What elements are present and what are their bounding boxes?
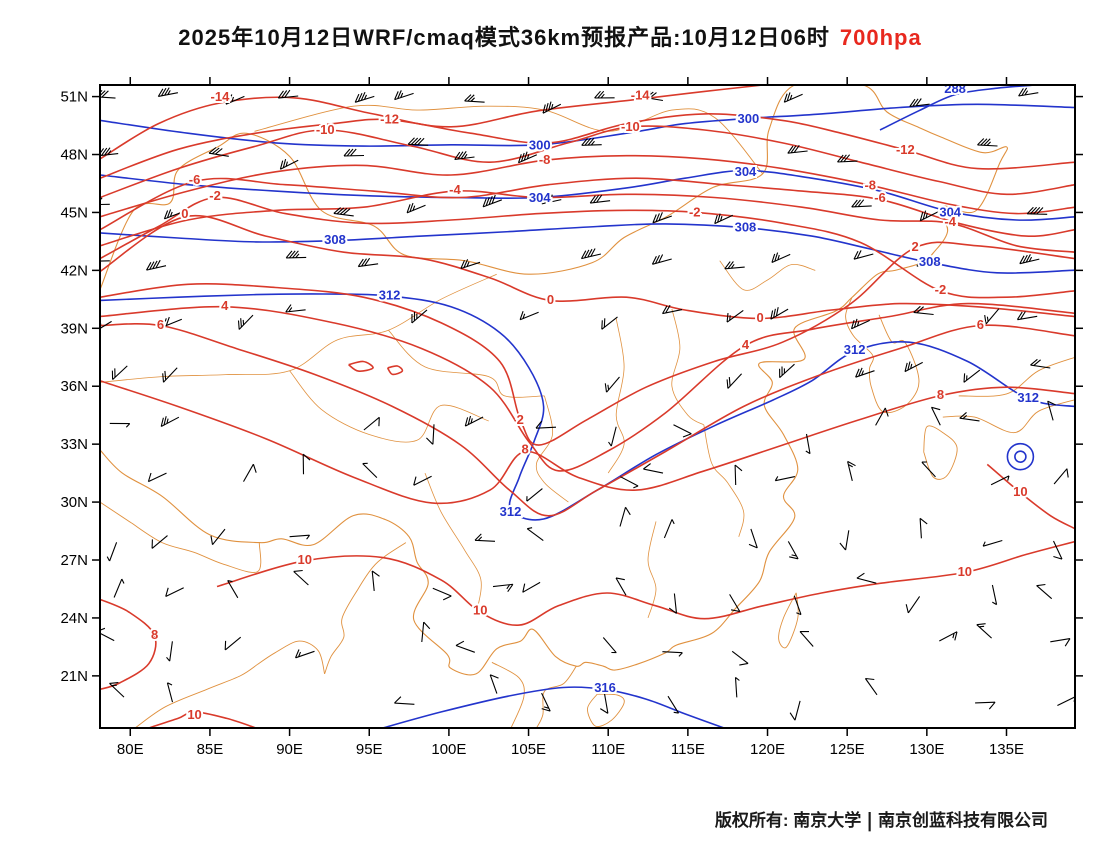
svg-text:10: 10 xyxy=(1013,484,1027,499)
svg-text:24N: 24N xyxy=(60,610,88,627)
svg-text:-2: -2 xyxy=(689,204,701,219)
svg-text:95E: 95E xyxy=(356,741,383,758)
contour-labels: 2883003003043043043083083083123123123123… xyxy=(149,81,1041,724)
svg-text:288: 288 xyxy=(944,81,966,96)
svg-text:10: 10 xyxy=(958,564,972,579)
title-main: 2025年10月12日WRF/cmaq模式36km预报产品:10月12日06时 xyxy=(178,25,830,50)
svg-text:304: 304 xyxy=(529,190,551,205)
svg-text:312: 312 xyxy=(844,342,866,357)
svg-text:-2: -2 xyxy=(935,282,947,297)
svg-text:10: 10 xyxy=(298,552,312,567)
svg-text:100E: 100E xyxy=(431,741,466,758)
temperature-contours xyxy=(100,85,1075,728)
svg-text:-14: -14 xyxy=(631,87,651,102)
svg-text:-14: -14 xyxy=(211,89,231,104)
svg-text:105E: 105E xyxy=(511,741,546,758)
svg-text:-2: -2 xyxy=(209,188,221,203)
svg-text:304: 304 xyxy=(939,204,961,219)
svg-text:85E: 85E xyxy=(197,741,224,758)
copyright-company: 南京创蓝科技有限公司 xyxy=(878,811,1048,830)
svg-text:-12: -12 xyxy=(896,142,915,157)
svg-text:300: 300 xyxy=(738,111,760,126)
svg-text:308: 308 xyxy=(919,254,941,269)
svg-text:36N: 36N xyxy=(60,378,88,395)
svg-text:120E: 120E xyxy=(750,741,785,758)
svg-text:-12: -12 xyxy=(380,112,399,127)
svg-text:0: 0 xyxy=(547,292,554,307)
svg-text:90E: 90E xyxy=(276,741,303,758)
copyright-footer: 版权所有: 南京大学 | 南京创蓝科技有限公司 xyxy=(714,806,1048,832)
svg-text:308: 308 xyxy=(735,220,757,235)
svg-text:308: 308 xyxy=(324,232,346,247)
svg-text:-10: -10 xyxy=(621,119,640,134)
svg-text:48N: 48N xyxy=(60,147,88,164)
svg-text:304: 304 xyxy=(735,164,757,179)
svg-text:8: 8 xyxy=(521,442,528,457)
svg-text:-4: -4 xyxy=(449,182,461,197)
svg-text:130E: 130E xyxy=(909,741,944,758)
svg-text:39N: 39N xyxy=(60,320,88,337)
svg-text:0: 0 xyxy=(756,310,763,325)
footer-separator: | xyxy=(867,809,872,832)
svg-text:21N: 21N xyxy=(60,668,88,685)
svg-text:10: 10 xyxy=(473,602,487,617)
svg-text:-8: -8 xyxy=(864,177,876,192)
copyright-owner: 版权所有: 南京大学 xyxy=(714,811,862,830)
svg-text:110E: 110E xyxy=(591,741,625,758)
svg-text:300: 300 xyxy=(529,137,551,152)
svg-text:115E: 115E xyxy=(671,741,705,758)
svg-text:42N: 42N xyxy=(60,262,88,279)
wind-barbs xyxy=(100,87,1075,721)
svg-text:-6: -6 xyxy=(874,190,886,205)
title-pressure-level: 700hpa xyxy=(839,25,922,50)
svg-text:6: 6 xyxy=(977,317,984,332)
svg-text:312: 312 xyxy=(500,504,522,519)
svg-text:0: 0 xyxy=(181,206,188,221)
svg-text:4: 4 xyxy=(742,337,750,352)
svg-text:-10: -10 xyxy=(316,122,335,137)
svg-text:80E: 80E xyxy=(117,741,144,758)
svg-text:30N: 30N xyxy=(60,494,88,511)
svg-text:6: 6 xyxy=(157,317,164,332)
svg-text:-4: -4 xyxy=(944,214,956,229)
svg-text:8: 8 xyxy=(151,627,158,642)
svg-text:312: 312 xyxy=(1017,390,1039,405)
svg-text:4: 4 xyxy=(221,298,229,313)
page-title: 2025年10月12日WRF/cmaq模式36km预报产品:10月12日06时 7… xyxy=(0,20,1100,52)
svg-text:316: 316 xyxy=(594,680,616,695)
svg-text:2: 2 xyxy=(517,412,524,427)
map-layers: 2883003003043043043083083083123123123123… xyxy=(100,81,1075,728)
svg-text:10: 10 xyxy=(187,707,201,722)
svg-text:27N: 27N xyxy=(60,552,88,569)
svg-text:-8: -8 xyxy=(539,152,551,167)
svg-text:51N: 51N xyxy=(60,89,88,106)
svg-text:-6: -6 xyxy=(189,172,201,187)
svg-text:135E: 135E xyxy=(989,741,1024,758)
height-contours xyxy=(100,85,1075,728)
svg-text:312: 312 xyxy=(379,287,401,302)
svg-text:125E: 125E xyxy=(830,741,865,758)
svg-text:2: 2 xyxy=(911,239,918,254)
svg-text:33N: 33N xyxy=(60,436,88,453)
svg-text:8: 8 xyxy=(937,387,944,402)
svg-text:45N: 45N xyxy=(60,204,88,221)
axes: 51N 48N 45N 42N 39N 36N 33N 30N 27N 24N 21N 80E 85E 9… xyxy=(60,77,1083,758)
